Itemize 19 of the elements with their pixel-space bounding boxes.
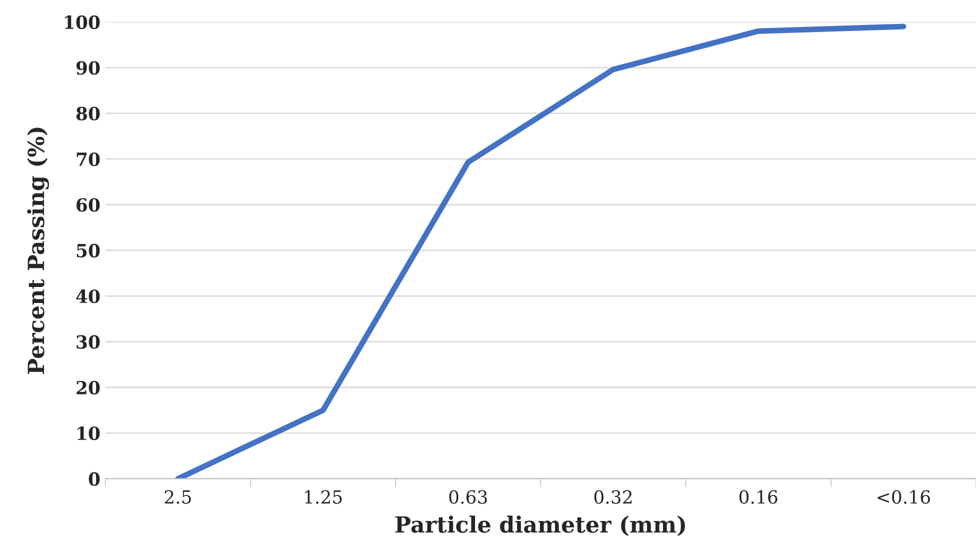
y-tick-label: 0 [88,472,100,486]
y-tick-label: 10 [78,426,100,440]
x-tick-label: 1.25 [305,490,342,504]
y-axis-title: Percent Passing (%) [27,128,49,374]
x-axis-title: Particle diameter (mm) [395,516,685,536]
x-tick-label: <0.16 [878,490,930,504]
x-tick-label: 0.32 [594,490,632,504]
y-tick-label: 50 [76,244,100,258]
y-tick-label: 30 [76,335,100,349]
y-tick-label: 70 [76,152,100,166]
y-tick-label: 20 [76,380,100,394]
y-tick-label: 90 [76,61,100,75]
y-tick-label: 40 [76,289,100,304]
x-tick-label: 2.5 [164,490,191,504]
y-tick-label: 80 [76,106,100,120]
y-tick-label: 100 [65,15,100,30]
x-tick-label: 0.16 [739,490,778,504]
x-tick-label: 0.63 [449,490,487,504]
y-tick-label: 60 [76,198,100,212]
